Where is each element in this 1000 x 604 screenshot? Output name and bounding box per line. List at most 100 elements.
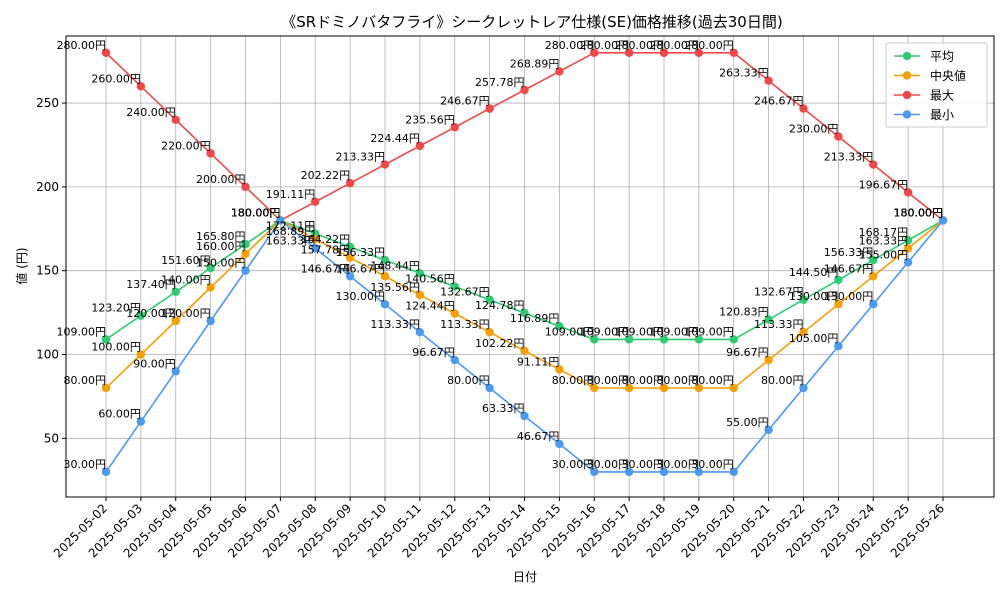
data-label: 157.78円: [301, 244, 351, 257]
data-point: [171, 367, 180, 376]
data-point: [345, 253, 355, 262]
data-point: [834, 132, 843, 141]
data-label: 144.50円: [789, 266, 839, 279]
data-point: [415, 290, 425, 300]
data-label: 230.00円: [789, 123, 839, 136]
data-point: [520, 411, 529, 421]
data-label: 268.89円: [510, 57, 560, 70]
data-point: [520, 308, 529, 318]
data-label: 150.00円: [196, 257, 246, 270]
data-point: [869, 255, 878, 265]
data-point: [241, 240, 250, 249]
data-label: 55.00円: [726, 416, 769, 429]
data-label: 96.67円: [726, 346, 769, 359]
data-label: 280.00円: [615, 39, 665, 52]
data-point: [485, 327, 494, 337]
data-label: 80.00円: [447, 374, 490, 387]
data-label: 30.00円: [656, 458, 699, 471]
data-point: [520, 346, 529, 355]
data-point: [555, 365, 564, 374]
data-label: 123.20円: [91, 302, 141, 315]
data-label: 100.00円: [91, 341, 141, 354]
data-point: [136, 311, 146, 320]
data-label: 46.67円: [517, 430, 560, 443]
data-point: [136, 82, 146, 91]
data-label: 109.00円: [580, 325, 630, 338]
data-label: 140.00円: [161, 273, 211, 286]
data-label: 246.67円: [754, 95, 804, 108]
data-label: 124.78円: [475, 299, 525, 312]
data-label: 109.00円: [649, 325, 699, 338]
data-point: [764, 315, 773, 324]
data-label: 213.33円: [824, 151, 874, 164]
data-point: [659, 467, 669, 477]
data-label: 80.00円: [761, 374, 804, 387]
data-label: 137.40円: [126, 278, 176, 291]
data-label: 80.00円: [64, 374, 107, 387]
data-point: [834, 300, 843, 309]
y-tick-label: 250: [36, 96, 59, 110]
data-label: 120.83円: [719, 306, 769, 319]
series-lines: [101, 48, 948, 477]
data-label: 257.78円: [475, 76, 525, 89]
data-label: 80.00円: [691, 374, 734, 387]
data-label: 113.33円: [754, 318, 804, 331]
legend-entry: 中央値: [930, 68, 966, 83]
data-point: [555, 439, 564, 449]
data-point: [136, 417, 146, 426]
data-label: 140.56円: [405, 273, 455, 286]
data-point: [415, 141, 425, 151]
data-label: 120.00円: [126, 307, 176, 320]
data-label: 96.67円: [412, 346, 455, 359]
data-point: [450, 282, 459, 291]
data-point: [206, 149, 215, 158]
data-label: 130.00円: [336, 290, 386, 303]
data-point: [799, 383, 808, 393]
data-point: [206, 263, 215, 273]
data-point: [555, 67, 564, 76]
legend-box: [885, 42, 988, 128]
data-point: [729, 467, 738, 477]
data-label: 202.22円: [301, 169, 351, 182]
data-label: 163.33円: [859, 234, 909, 247]
data-label: 30.00円: [587, 458, 630, 471]
data-point: [764, 76, 773, 85]
data-label: 156.33円: [336, 246, 386, 259]
data-point: [659, 335, 669, 344]
data-point: [869, 272, 878, 281]
data-label: 180.00円: [894, 206, 944, 219]
data-point: [380, 160, 390, 169]
data-label: 30.00円: [64, 458, 107, 471]
data-label: 246.67円: [440, 95, 490, 108]
data-point: [694, 383, 704, 393]
chart-title: 《SRドミノバタフライ》シークレットレア仕様(SE)価格推移(過去30日間): [281, 13, 782, 31]
data-point: [415, 327, 425, 337]
data-label: 180.00円: [231, 206, 281, 219]
legend-entry: 最小: [930, 108, 954, 122]
data-label: 130.00円: [789, 290, 839, 303]
data-point: [101, 467, 111, 477]
data-point: [241, 249, 250, 259]
data-label: 172.11円: [266, 220, 316, 233]
data-label: 155.00円: [859, 248, 909, 261]
data-label: 109.00円: [57, 325, 107, 338]
data-label: 63.33円: [482, 402, 525, 415]
y-tick-label: 200: [36, 180, 59, 194]
data-label: 146.67円: [336, 262, 386, 275]
data-point: [136, 350, 146, 359]
data-label: 30.00円: [691, 458, 734, 471]
data-label: 60.00円: [98, 408, 141, 421]
y-tick-label: 100: [36, 348, 59, 362]
data-point: [694, 335, 704, 344]
series-2: [101, 48, 948, 225]
data-label: 163.33円: [266, 234, 316, 247]
data-point: [241, 266, 250, 275]
data-label: 105.00円: [789, 332, 839, 345]
data-point: [171, 287, 180, 297]
data-point: [590, 467, 599, 477]
legend-swatch-marker: [902, 71, 912, 80]
data-label: 130.00円: [824, 290, 874, 303]
data-label: 196.67円: [859, 178, 909, 191]
data-label: 109.00円: [684, 325, 734, 338]
